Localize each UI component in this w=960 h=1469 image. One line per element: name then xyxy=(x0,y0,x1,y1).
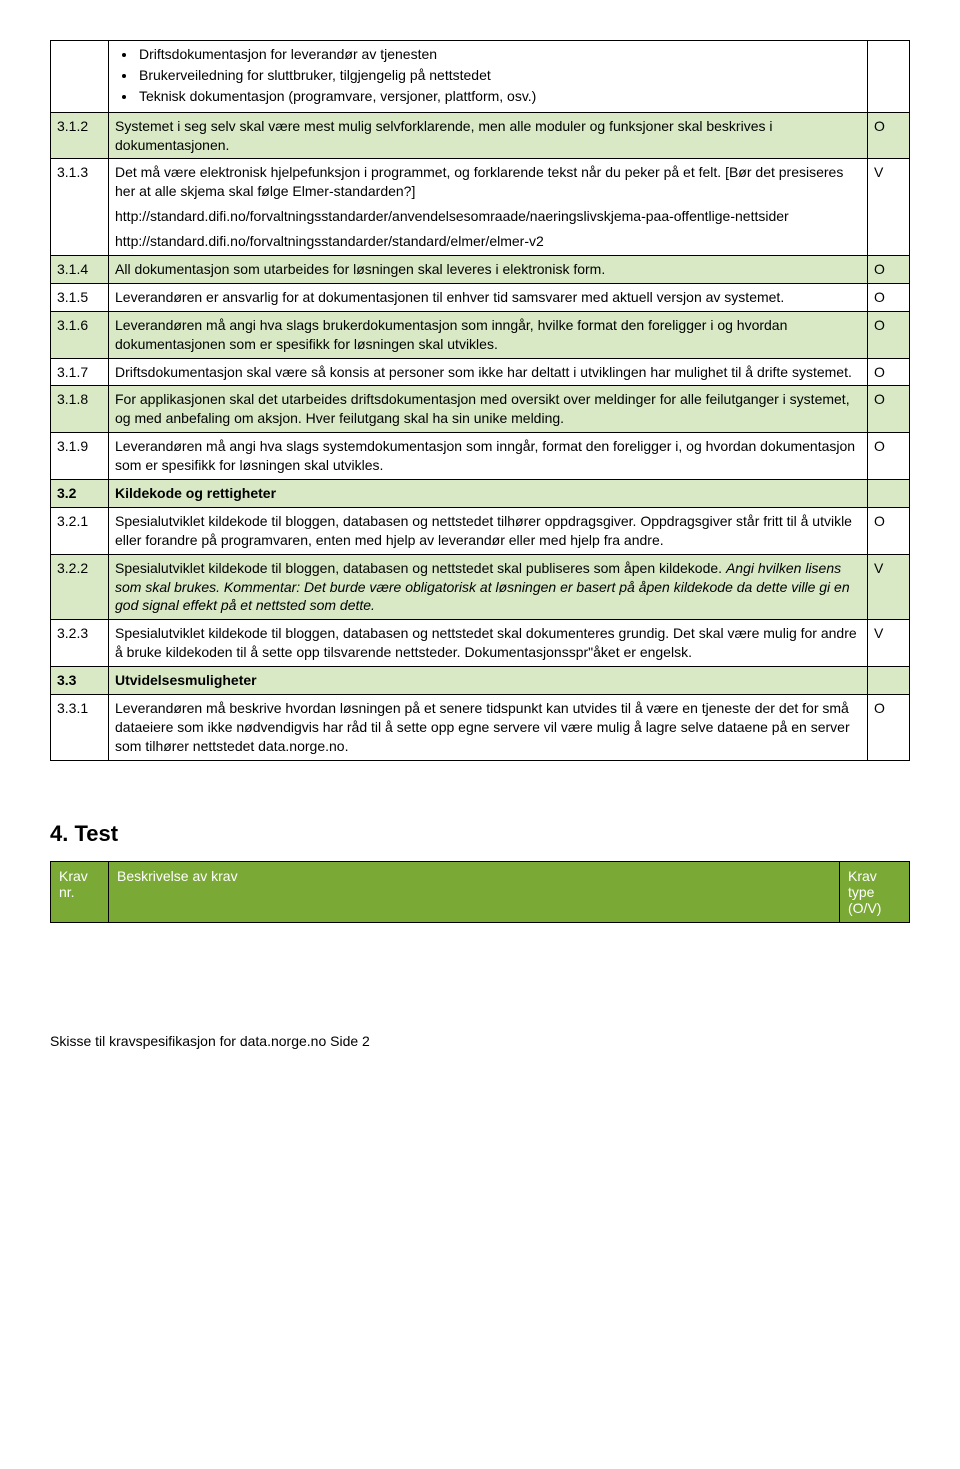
bullet-item: Driftsdokumentasjon for leverandør av tj… xyxy=(137,45,861,64)
cell-ov: V xyxy=(868,159,910,256)
cell-desc: Spesialutviklet kildekode til bloggen, d… xyxy=(109,554,868,620)
table-row: 3.1.2Systemet i seg selv skal være mest … xyxy=(51,112,910,159)
cell-num: 3.1.4 xyxy=(51,256,109,284)
cell-desc: Leverandøren er ansvarlig for at dokumen… xyxy=(109,283,868,311)
cell-desc: Leverandøren må beskrive hvordan løsning… xyxy=(109,695,868,761)
cell-num: 3.1.6 xyxy=(51,311,109,358)
cell-ov xyxy=(868,480,910,508)
cell-desc: Driftsdokumentasjon for leverandør av tj… xyxy=(109,41,868,113)
cell-num: 3.1.2 xyxy=(51,112,109,159)
table-row: 3.1.6Leverandøren må angi hva slags bruk… xyxy=(51,311,910,358)
cell-num: 3.2.2 xyxy=(51,554,109,620)
table-row: 3.2.1Spesialutviklet kildekode til blogg… xyxy=(51,507,910,554)
cell-desc: Leverandøren må angi hva slags systemdok… xyxy=(109,433,868,480)
cell-num xyxy=(51,41,109,113)
requirements-table: Driftsdokumentasjon for leverandør av tj… xyxy=(50,40,910,761)
cell-desc: For applikasjonen skal det utarbeides dr… xyxy=(109,386,868,433)
table-row: 3.3.1Leverandøren må beskrive hvordan lø… xyxy=(51,695,910,761)
cell-ov: O xyxy=(868,256,910,284)
cell-desc: Kildekode og rettigheter xyxy=(109,480,868,508)
cell-ov: V xyxy=(868,554,910,620)
cell-ov: O xyxy=(868,311,910,358)
cell-num: 3.1.3 xyxy=(51,159,109,256)
cell-ov xyxy=(868,667,910,695)
table-row: 3.2.3Spesialutviklet kildekode til blogg… xyxy=(51,620,910,667)
cell-ov: O xyxy=(868,283,910,311)
table-row: 3.1.7Driftsdokumentasjon skal være så ko… xyxy=(51,358,910,386)
table-row: Driftsdokumentasjon for leverandør av tj… xyxy=(51,41,910,113)
header-row: Krav nr. Beskrivelse av krav Krav type (… xyxy=(51,861,910,922)
page-footer: Skisse til kravspesifikasjon for data.no… xyxy=(50,1033,910,1049)
cell-ov: O xyxy=(868,507,910,554)
cell-num: 3.1.7 xyxy=(51,358,109,386)
table-row: 3.1.9Leverandøren må angi hva slags syst… xyxy=(51,433,910,480)
header-col-num: Krav nr. xyxy=(51,861,109,922)
cell-num: 3.2.3 xyxy=(51,620,109,667)
cell-num: 3.2 xyxy=(51,480,109,508)
bullet-item: Brukerveiledning for sluttbruker, tilgje… xyxy=(137,66,861,85)
cell-num: 3.3.1 xyxy=(51,695,109,761)
table-row: 3.2Kildekode og rettigheter xyxy=(51,480,910,508)
cell-desc: Systemet i seg selv skal være mest mulig… xyxy=(109,112,868,159)
table-row: 3.1.3Det må være elektronisk hjelpefunks… xyxy=(51,159,910,256)
cell-num: 3.2.1 xyxy=(51,507,109,554)
bullet-list: Driftsdokumentasjon for leverandør av tj… xyxy=(137,45,861,106)
table-row: 3.1.5Leverandøren er ansvarlig for at do… xyxy=(51,283,910,311)
cell-ov: O xyxy=(868,433,910,480)
header-col-type: Krav type (O/V) xyxy=(840,861,910,922)
cell-num: 3.1.9 xyxy=(51,433,109,480)
section-4-heading: 4. Test xyxy=(50,821,910,847)
cell-desc: Spesialutviklet kildekode til bloggen, d… xyxy=(109,507,868,554)
cell-ov: O xyxy=(868,358,910,386)
section-4-header-table: Krav nr. Beskrivelse av krav Krav type (… xyxy=(50,861,910,923)
header-col-desc: Beskrivelse av krav xyxy=(109,861,840,922)
cell-desc: Driftsdokumentasjon skal være så konsis … xyxy=(109,358,868,386)
cell-num: 3.1.5 xyxy=(51,283,109,311)
table-row: 3.1.4All dokumentasjon som utarbeides fo… xyxy=(51,256,910,284)
cell-desc: Det må være elektronisk hjelpefunksjon i… xyxy=(109,159,868,256)
cell-desc: Spesialutviklet kildekode til bloggen, d… xyxy=(109,620,868,667)
table-row: 3.2.2Spesialutviklet kildekode til blogg… xyxy=(51,554,910,620)
table-row: 3.1.8For applikasjonen skal det utarbeid… xyxy=(51,386,910,433)
cell-desc: Leverandøren må angi hva slags brukerdok… xyxy=(109,311,868,358)
cell-ov: V xyxy=(868,620,910,667)
cell-ov: O xyxy=(868,386,910,433)
bullet-item: Teknisk dokumentasjon (programvare, vers… xyxy=(137,87,861,106)
cell-desc: Utvidelsesmuligheter xyxy=(109,667,868,695)
cell-ov: O xyxy=(868,112,910,159)
cell-desc: All dokumentasjon som utarbeides for løs… xyxy=(109,256,868,284)
cell-num: 3.3 xyxy=(51,667,109,695)
cell-num: 3.1.8 xyxy=(51,386,109,433)
table-row: 3.3Utvidelsesmuligheter xyxy=(51,667,910,695)
cell-ov: O xyxy=(868,695,910,761)
cell-ov xyxy=(868,41,910,113)
